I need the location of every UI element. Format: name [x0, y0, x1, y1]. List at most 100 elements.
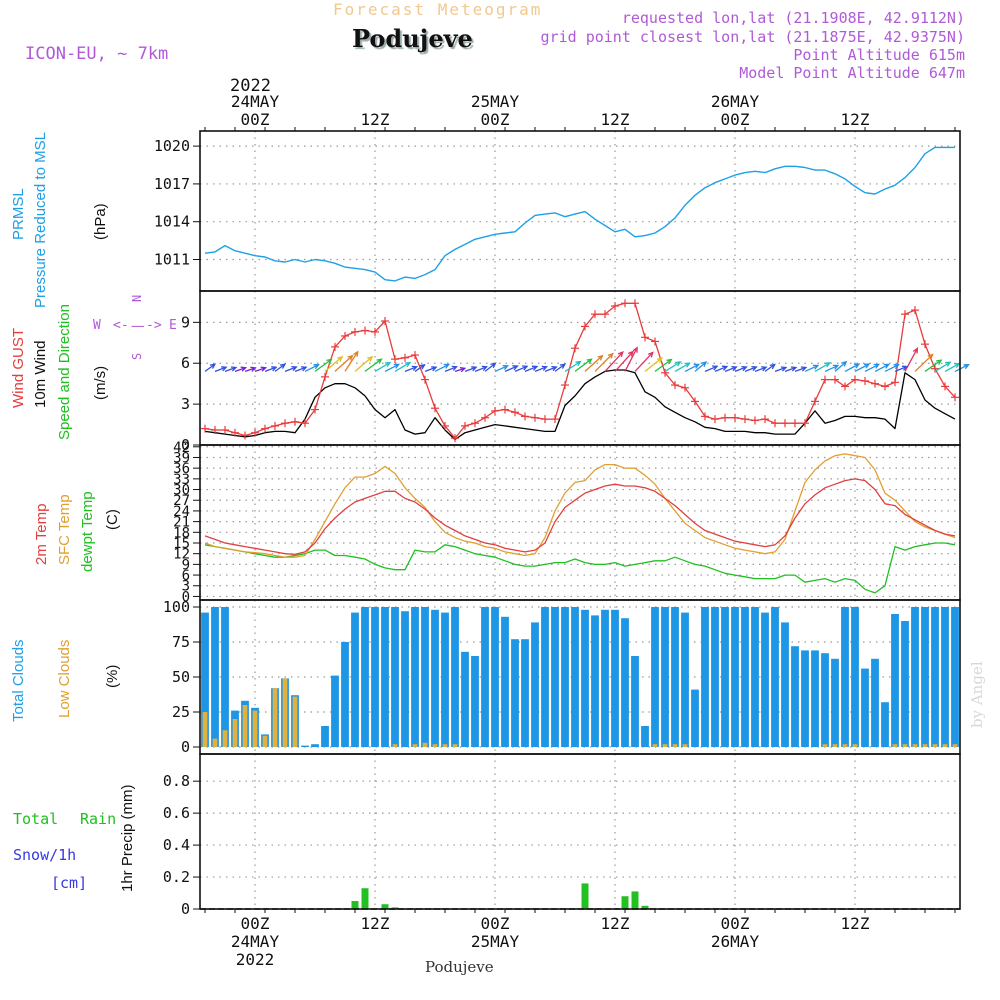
bottom-time-label: 00Z	[721, 914, 750, 933]
top-time-label: 25MAY	[471, 92, 520, 111]
total-cloud-bar	[921, 607, 929, 747]
wind-direction-arrow	[774, 366, 787, 373]
total-cloud-bar	[741, 607, 749, 747]
top-year-label: 2022	[230, 76, 271, 96]
y-tick-label: 12	[173, 547, 190, 563]
bottom-time-label: 25MAY	[471, 932, 520, 951]
wind-arrow-head	[337, 355, 344, 362]
wind-direction-arrow	[534, 366, 547, 373]
bottom-time-label: 12Z	[841, 914, 870, 933]
wind-arrow-head	[221, 366, 228, 372]
low-cloud-bar	[662, 744, 668, 747]
wind-direction-arrow	[494, 365, 508, 373]
model-altitude: Model Point Altitude 647m	[739, 64, 965, 82]
wind-direction-arrow	[804, 364, 819, 372]
wind-direction-arrow	[474, 366, 487, 373]
wind-arrow-head	[963, 364, 970, 370]
wind-direction-arrow	[544, 366, 557, 373]
wind-arrow-head	[541, 365, 548, 371]
total-cloud-bar	[451, 607, 459, 747]
wind-direction-arrow	[354, 356, 373, 372]
total-cloud-bar	[891, 614, 899, 747]
wind-arrow-head	[512, 365, 519, 371]
total-cloud-bar	[721, 607, 729, 747]
wind-direction-arrow	[844, 363, 860, 372]
total-cloud-bar	[681, 612, 689, 747]
total-cloud-bar	[581, 609, 589, 747]
total-cloud-bar	[661, 607, 669, 747]
wind-arrow-head	[853, 363, 861, 369]
wind-direction-arrow	[514, 365, 528, 373]
wind-arrow-head	[209, 363, 217, 369]
y-tick-label: 1011	[154, 251, 190, 269]
wind-arrow-head	[617, 351, 624, 357]
wind-direction-arrow	[794, 366, 807, 373]
wind-arrow-head	[279, 363, 287, 369]
top-time-label: 12Z	[601, 110, 630, 129]
low-cloud-bar	[202, 712, 208, 747]
y-tick-label: 0.4	[163, 836, 190, 854]
total-cloud-bar	[691, 689, 699, 747]
top-time-label: 12Z	[361, 110, 390, 129]
wind-direction-arrow	[724, 366, 737, 373]
wind-arrow-head	[607, 352, 614, 359]
total-cloud-bar	[461, 651, 469, 747]
wind-direction-arrow	[954, 364, 969, 372]
wind-arrow-head	[927, 353, 934, 360]
wind-direction-arrow	[564, 361, 581, 372]
total-cloud-bar	[811, 650, 819, 747]
wind-arrow-head	[701, 361, 708, 367]
total-cloud-bar	[531, 622, 539, 747]
low-cloud-bar	[232, 719, 238, 747]
wind-arrow-head	[832, 364, 840, 370]
low-cloud-bar	[242, 705, 248, 747]
total-cloud-bar	[561, 607, 569, 747]
total-cloud-bar	[851, 607, 859, 747]
wind-direction-arrow	[624, 347, 638, 372]
wind-arrow-head	[780, 366, 788, 372]
wind-arrow-head	[411, 365, 418, 371]
total-cloud-bar	[541, 607, 549, 747]
total-cloud-bar	[351, 612, 359, 747]
wind-arrow-head	[376, 358, 383, 364]
wind-arrow-head	[522, 365, 529, 371]
total-cloud-bar	[671, 607, 679, 747]
low-cloud-bar	[252, 710, 258, 747]
low-cloud-bar	[292, 696, 298, 747]
dewpoint-series	[204, 542, 956, 594]
y-tick-label: 39	[173, 450, 190, 466]
wind-direction-arrow	[714, 365, 728, 373]
wind-arrow-head	[367, 355, 374, 362]
low-cloud-bar	[442, 744, 448, 747]
total-cloud-bar	[401, 611, 409, 747]
wind-arrow-head	[271, 366, 278, 372]
wind-direction-arrow	[904, 348, 918, 372]
wind-direction-arrow	[314, 359, 332, 372]
total-cloud-bar	[431, 609, 439, 747]
wind-direction-arrow	[554, 363, 566, 372]
low-cloud-bar	[902, 744, 908, 747]
wind-direction-arrow	[204, 363, 216, 372]
top-time-label: 24MAY	[231, 92, 280, 111]
y-tick-label: 50	[172, 668, 190, 686]
total-cloud-bar	[571, 607, 579, 747]
total-cloud-bar	[881, 702, 889, 747]
low-cloud-bar	[222, 730, 228, 747]
wind-direction-arrow	[324, 356, 343, 372]
wind-arrow-head	[684, 362, 691, 368]
wind-direction-arrow	[674, 362, 690, 372]
wind-direction-arrow	[914, 354, 934, 372]
wind-direction-arrow	[344, 351, 359, 372]
total-cloud-bar	[411, 607, 419, 747]
y-tick-label: 1014	[154, 213, 190, 231]
wind-arrow-head	[883, 363, 891, 369]
wind-direction-arrow	[824, 364, 839, 372]
total-cloud-bar	[841, 607, 849, 747]
wind-arrow-head	[656, 357, 663, 363]
wind-direction-arrow	[234, 367, 246, 373]
rain-bar	[631, 891, 639, 909]
wind10-series	[204, 369, 956, 441]
wind-arrow-head	[597, 354, 604, 361]
wind-direction-arrow	[244, 367, 256, 373]
